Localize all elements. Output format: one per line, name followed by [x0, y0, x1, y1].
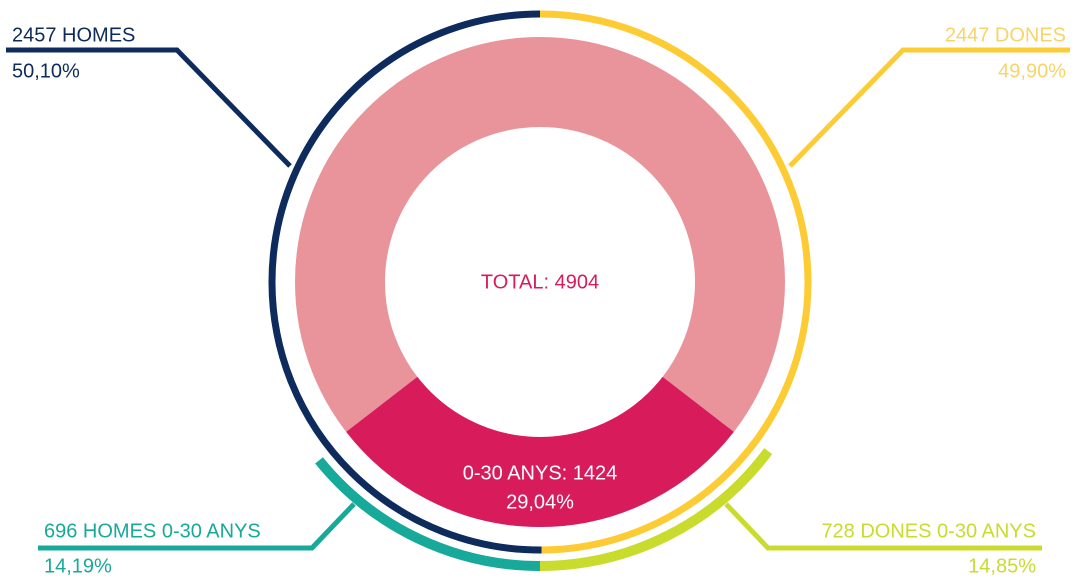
outer-ring-arc [539, 10, 812, 554]
value-label: 50,10% [12, 60, 80, 82]
segment-label: 0-30 ANYS: 1424 [463, 462, 618, 484]
leader-line [788, 47, 1070, 168]
category-label: 728 DONES 0-30 ANYS [821, 520, 1036, 542]
leader-line [38, 502, 356, 551]
inner-ring-arc [315, 457, 541, 571]
category-label: 2447 DONES [945, 24, 1066, 46]
segment-value-label: 29,04% [506, 491, 574, 513]
donut-segment [346, 376, 734, 527]
outer-ring-arc [268, 10, 542, 554]
value-label: 14,85% [968, 555, 1036, 577]
value-label: 49,90% [998, 60, 1066, 82]
value-label: 14,19% [44, 555, 112, 577]
center-label: TOTAL: 4904 [481, 271, 599, 293]
category-label: 696 HOMES 0-30 ANYS [44, 520, 261, 542]
inner-ring-arc [539, 448, 773, 571]
leader-line [724, 502, 1042, 551]
category-label: 2457 HOMES [12, 24, 135, 46]
leader-line [6, 47, 292, 168]
leader-lines [6, 47, 1070, 551]
